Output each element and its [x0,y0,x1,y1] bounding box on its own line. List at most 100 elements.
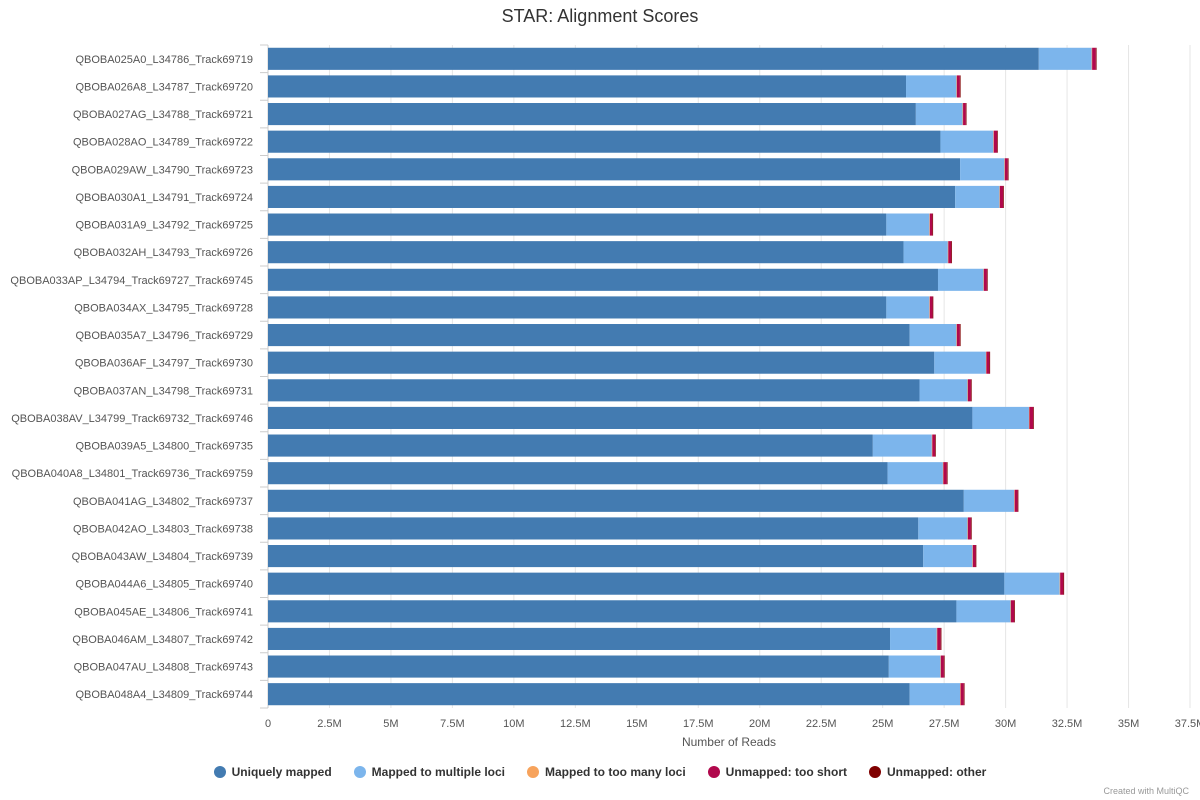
bar-segment[interactable] [1007,158,1009,181]
bar-segment[interactable] [986,351,990,374]
bar-segment[interactable] [1063,572,1065,595]
bar-segment[interactable] [959,324,961,347]
bar-segment[interactable] [970,517,972,540]
bar-segment[interactable] [268,47,1039,70]
bar-segment[interactable] [960,683,964,706]
bar-segment[interactable] [268,351,935,374]
bar-segment[interactable] [268,268,938,291]
bar-segment[interactable] [872,434,932,457]
bar-segment[interactable] [1014,489,1018,512]
bar-segment[interactable] [268,517,919,540]
bar-segment[interactable] [932,296,934,319]
bar-segment[interactable] [940,130,994,153]
bar-segment[interactable] [955,185,1000,208]
bar-segment[interactable] [937,627,941,650]
bar-segment[interactable] [268,213,887,236]
legend-item[interactable]: Unmapped: other [869,765,986,779]
bar-segment[interactable] [959,75,961,98]
bar-segment[interactable] [906,75,957,98]
bar-segment[interactable] [963,683,965,706]
bar-segment[interactable] [268,324,910,347]
bar-segment[interactable] [970,379,972,402]
bar-segment[interactable] [268,600,957,623]
bar-segment[interactable] [983,268,987,291]
bar-segment[interactable] [923,545,973,568]
bar-segment[interactable] [937,268,984,291]
bar-segment[interactable] [989,351,991,374]
bar-segment[interactable] [967,517,971,540]
bar-segment[interactable] [268,406,973,429]
bar-segment[interactable] [268,185,956,208]
bar-segment[interactable] [268,489,964,512]
bar-segment[interactable] [268,462,888,485]
legend-item[interactable]: Unmapped: too short [707,765,847,779]
bar-segment[interactable] [1029,406,1034,429]
bar-segment[interactable] [940,655,944,678]
bar-segment[interactable] [996,130,998,153]
bar-segment[interactable] [965,103,967,126]
bar-segment[interactable] [956,75,960,98]
bar-segment[interactable] [929,213,933,236]
bar-segment[interactable] [268,545,924,568]
bar-segment[interactable] [948,241,952,264]
bar-segment[interactable] [929,296,933,319]
bar-segment[interactable] [940,627,942,650]
bar-segment[interactable] [886,213,930,236]
legend-item[interactable]: Uniquely mapped [213,765,332,779]
bar-segment[interactable] [943,462,947,485]
bar-segment[interactable] [934,351,986,374]
bar-segment[interactable] [918,517,968,540]
bar-segment[interactable] [268,627,891,650]
bar-segment[interactable] [975,545,977,568]
bar-segment[interactable] [268,75,907,98]
bar-segment[interactable] [932,213,934,236]
bar-segment[interactable] [268,655,889,678]
legend-item[interactable]: Mapped to multiple loci [353,765,505,779]
bar-segment[interactable] [963,103,966,126]
bar-segment[interactable] [919,379,968,402]
bar-segment[interactable] [268,572,1005,595]
bar-segment[interactable] [932,434,936,457]
bar-segment[interactable] [956,600,1011,623]
bar-segment[interactable] [1033,406,1034,429]
bar-segment[interactable] [1092,47,1096,70]
bar-segment[interactable] [915,103,963,126]
bar-segment[interactable] [951,241,953,264]
bar-segment[interactable] [268,683,910,706]
bar-segment[interactable] [943,655,945,678]
bar-segment[interactable] [268,130,941,153]
bar-segment[interactable] [1003,185,1004,208]
bar-segment[interactable] [967,379,971,402]
bar-segment[interactable] [1038,47,1092,70]
bar-segment[interactable] [909,683,961,706]
bar-segment[interactable] [993,130,997,153]
bar-segment[interactable] [886,296,930,319]
bar-segment[interactable] [1095,47,1097,70]
legend-item[interactable]: Mapped to too many loci [527,765,686,779]
bar-segment[interactable] [963,489,1015,512]
bar-segment[interactable] [1004,158,1008,181]
bar-segment[interactable] [946,462,948,485]
bar-segment[interactable] [268,103,916,126]
bar-segment[interactable] [268,434,873,457]
bar-segment[interactable] [909,324,957,347]
bar-segment[interactable] [890,627,937,650]
bar-segment[interactable] [888,655,941,678]
bar-segment[interactable] [1004,572,1060,595]
bar-segment[interactable] [935,434,936,457]
bar-segment[interactable] [986,268,988,291]
bar-segment[interactable] [1014,600,1015,623]
bar-segment[interactable] [999,185,1004,208]
bar-segment[interactable] [1011,600,1015,623]
bar-segment[interactable] [972,406,1029,429]
bar-segment[interactable] [1060,572,1064,595]
bar-segment[interactable] [268,296,887,319]
bar-segment[interactable] [268,241,904,264]
bar-segment[interactable] [268,158,961,181]
bar-segment[interactable] [887,462,943,485]
bar-segment[interactable] [268,379,920,402]
bar-segment[interactable] [956,324,960,347]
bar-segment[interactable] [1017,489,1019,512]
bar-segment[interactable] [903,241,948,264]
bar-segment[interactable] [960,158,1005,181]
